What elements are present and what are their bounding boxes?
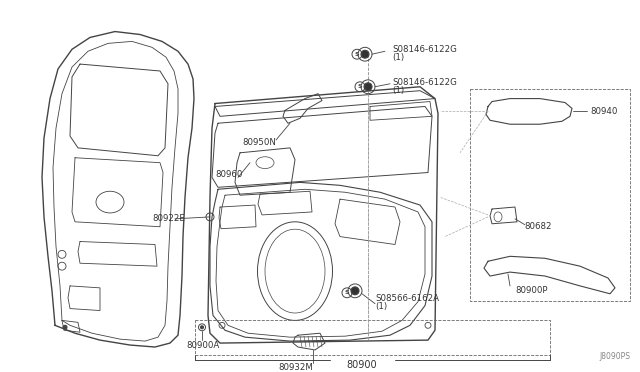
Text: 80900: 80900	[347, 360, 378, 370]
Text: S: S	[355, 52, 359, 57]
Text: 80960: 80960	[215, 170, 243, 179]
Text: 80900P: 80900P	[515, 286, 547, 295]
Circle shape	[200, 326, 204, 329]
Text: S: S	[358, 84, 362, 89]
Circle shape	[63, 326, 67, 329]
Text: S: S	[345, 290, 349, 295]
Circle shape	[364, 83, 372, 91]
Text: 80940: 80940	[590, 107, 618, 116]
Circle shape	[351, 287, 359, 295]
Text: S08146-6122G: S08146-6122G	[392, 45, 457, 54]
Text: S08566-6162A: S08566-6162A	[375, 294, 439, 303]
Text: (1): (1)	[392, 86, 404, 95]
Text: 80950N: 80950N	[242, 138, 276, 147]
Text: 80932M: 80932M	[278, 363, 314, 372]
Text: 80922E: 80922E	[152, 214, 185, 223]
Text: S08146-6122G: S08146-6122G	[392, 78, 457, 87]
Text: (1): (1)	[392, 53, 404, 62]
Text: (1): (1)	[375, 302, 387, 311]
Text: 80900A: 80900A	[186, 340, 220, 350]
Circle shape	[361, 50, 369, 58]
Text: J8090PS: J8090PS	[599, 352, 630, 361]
Text: 80682: 80682	[524, 222, 552, 231]
